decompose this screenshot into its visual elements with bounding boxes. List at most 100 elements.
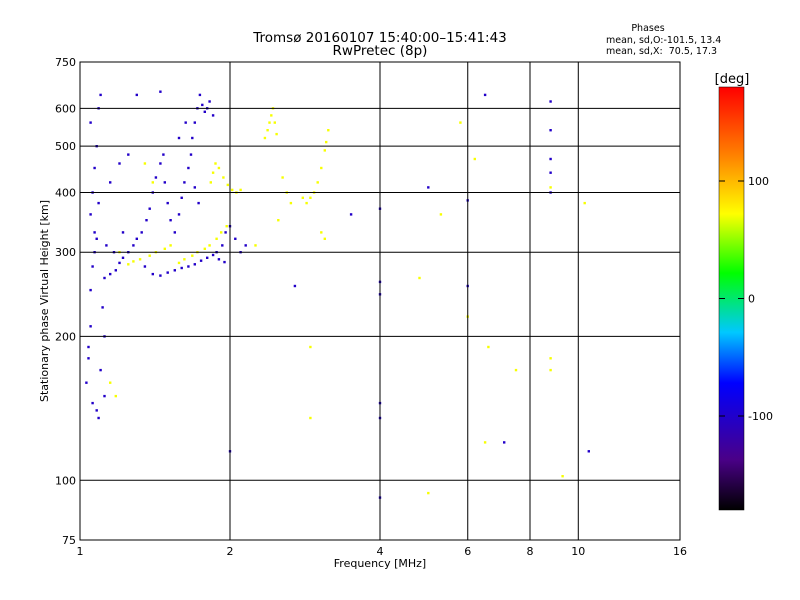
data-point-x <box>220 231 223 234</box>
data-point-o <box>89 288 92 292</box>
data-point-x <box>214 162 217 165</box>
data-point-o <box>85 381 88 384</box>
data-point-x <box>327 129 330 132</box>
data-point-o <box>145 219 148 222</box>
data-point-o <box>587 450 590 453</box>
data-point-x <box>514 368 518 372</box>
colorbar-tick-label: 0 <box>748 293 755 306</box>
data-point-o <box>87 357 90 360</box>
y-tick-label: 600 <box>55 102 76 115</box>
data-point-x <box>254 244 257 247</box>
data-point-o <box>180 196 183 199</box>
x-tick-label: 1 <box>77 545 84 558</box>
x-tick-label: 6 <box>464 545 471 558</box>
data-point-x <box>325 140 328 144</box>
data-point-o <box>483 93 487 97</box>
data-point-o <box>187 166 190 170</box>
data-point-x <box>177 261 181 265</box>
data-point-o <box>109 272 112 276</box>
data-point-x <box>268 121 271 124</box>
data-point-x <box>427 491 430 495</box>
data-point-o <box>193 186 196 189</box>
data-point-x <box>114 394 117 398</box>
data-point-o <box>95 409 98 412</box>
data-point-x <box>132 260 135 263</box>
data-point-o <box>132 244 135 247</box>
data-point-o <box>193 121 196 124</box>
data-point-o <box>549 100 552 103</box>
data-point-o <box>191 136 194 140</box>
x-axis-label: Frequency [MHz] <box>334 557 426 570</box>
data-point-o <box>217 258 221 261</box>
data-point-x <box>561 475 564 478</box>
data-point-x <box>309 196 312 199</box>
data-point-o <box>87 345 90 349</box>
data-point-o <box>169 219 172 222</box>
data-point-x <box>309 345 312 349</box>
data-point-x <box>320 231 323 234</box>
data-point-x <box>305 201 308 205</box>
data-point-o <box>244 244 247 247</box>
data-point-o <box>143 265 147 268</box>
data-point-o <box>118 261 121 265</box>
data-point-o <box>221 244 224 247</box>
data-point-x <box>225 225 228 228</box>
data-point-o <box>105 244 108 247</box>
phase-stats-heading: Phases <box>631 23 664 34</box>
y-axis-label: Stationary phase Virtual Height [km] <box>38 200 51 402</box>
data-point-o <box>224 231 227 234</box>
chart-title: Tromsø 20160107 15:40:00–15:41:43 <box>252 30 507 46</box>
data-point-o <box>148 207 151 210</box>
y-tick-label: 100 <box>55 474 76 487</box>
data-point-x <box>215 237 218 240</box>
data-point-x <box>148 254 151 257</box>
data-point-o <box>93 231 96 234</box>
data-point-x <box>418 276 421 280</box>
data-point-o <box>223 260 226 264</box>
y-tick-label: 750 <box>55 56 76 69</box>
data-point-o <box>197 201 200 205</box>
data-point-o <box>349 213 353 216</box>
data-point-o <box>183 181 186 184</box>
data-point-x <box>127 263 130 266</box>
data-point-x <box>163 247 166 250</box>
colorbar-tick-label: -100 <box>748 410 773 423</box>
data-point-o <box>93 166 96 170</box>
data-point-x <box>275 132 278 136</box>
data-point-o <box>114 269 117 272</box>
data-point-x <box>109 381 112 384</box>
data-point-o <box>121 256 125 259</box>
data-point-o <box>189 153 193 156</box>
data-point-o <box>103 394 106 398</box>
data-point-x <box>211 171 215 174</box>
data-point-o <box>154 176 158 179</box>
data-point-x <box>263 136 267 140</box>
data-point-x <box>316 181 319 184</box>
data-point-x <box>323 237 326 240</box>
data-point-x <box>459 121 462 124</box>
data-point-x <box>289 201 293 205</box>
data-point-o <box>99 93 102 97</box>
data-point-x <box>208 244 211 247</box>
data-point-o <box>198 93 202 97</box>
data-point-o <box>177 213 181 216</box>
data-point-o <box>193 263 196 266</box>
grid-lines <box>80 62 680 540</box>
data-point-o <box>101 306 104 309</box>
data-point-o <box>140 231 143 234</box>
data-point-x <box>203 247 206 250</box>
data-point-x <box>473 157 476 161</box>
data-point-o <box>199 259 203 262</box>
data-point-o <box>187 265 190 268</box>
plot-frame <box>79 61 681 541</box>
data-point-o <box>549 157 552 161</box>
colorbar-ticks: 100 0 -100 <box>719 175 773 423</box>
data-point-o <box>99 368 102 372</box>
data-point-o <box>89 121 92 124</box>
data-point-x <box>549 368 552 372</box>
y-tick-label: 75 <box>62 534 76 547</box>
data-point-x <box>323 149 326 152</box>
data-point-x <box>309 416 312 420</box>
x-tick-label: 4 <box>377 545 384 558</box>
colorbar-tick-label: 100 <box>748 175 769 188</box>
